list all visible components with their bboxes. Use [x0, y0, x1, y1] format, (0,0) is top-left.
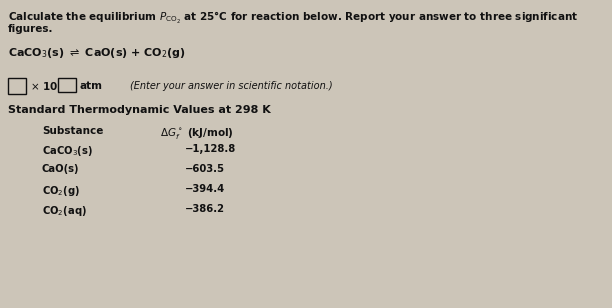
Text: $\times$ 10: $\times$ 10 — [30, 80, 58, 92]
Text: CO$_2$(g): CO$_2$(g) — [42, 184, 80, 198]
Text: $\Delta G^\circ_f$ (kJ/mol): $\Delta G^\circ_f$ (kJ/mol) — [160, 126, 234, 141]
Text: −394.4: −394.4 — [185, 184, 225, 194]
Text: Calculate the equilibrium $P_{\mathrm{CO_2}}$ at 25°C for reaction below. Report: Calculate the equilibrium $P_{\mathrm{CO… — [8, 10, 578, 26]
Text: Standard Thermodynamic Values at 298 K: Standard Thermodynamic Values at 298 K — [8, 105, 271, 115]
FancyBboxPatch shape — [58, 78, 76, 92]
Text: −386.2: −386.2 — [185, 204, 225, 214]
Text: CO$_2$(aq): CO$_2$(aq) — [42, 204, 87, 218]
Text: −1,128.8: −1,128.8 — [185, 144, 236, 154]
Text: −603.5: −603.5 — [185, 164, 225, 174]
Text: Substance: Substance — [42, 126, 103, 136]
Text: CaO(s): CaO(s) — [42, 164, 80, 174]
Text: atm: atm — [80, 81, 103, 91]
Text: (Enter your answer in scientific notation.): (Enter your answer in scientific notatio… — [130, 81, 333, 91]
Text: CaCO$_3$(s) $\rightleftharpoons$ CaO(s) + CO$_2$(g): CaCO$_3$(s) $\rightleftharpoons$ CaO(s) … — [8, 46, 186, 60]
Text: CaCO$_3$(s): CaCO$_3$(s) — [42, 144, 93, 158]
Text: figures.: figures. — [8, 24, 53, 34]
FancyBboxPatch shape — [8, 78, 26, 94]
